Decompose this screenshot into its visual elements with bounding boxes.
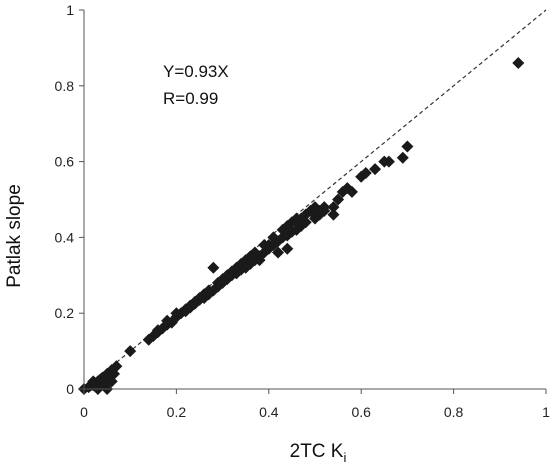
x-axis-label: 2TC Ki	[290, 441, 347, 465]
data-point	[267, 231, 280, 244]
y-axis-label: Patlak slope	[4, 184, 25, 288]
y-tick-label: 0.8	[55, 78, 75, 94]
data-point	[170, 307, 183, 320]
data-point	[124, 345, 137, 358]
data-point	[382, 155, 395, 168]
data-points-group	[78, 57, 525, 395]
data-point	[359, 166, 372, 179]
data-point	[512, 57, 525, 70]
x-axis-label-subscript: i	[343, 450, 346, 465]
x-tick-label: 0.6	[351, 404, 371, 420]
data-point	[253, 254, 266, 267]
data-point	[151, 324, 164, 337]
data-point	[281, 242, 294, 255]
annotation-equation: Y=0.93X	[163, 62, 229, 81]
data-point	[318, 201, 331, 214]
y-tick-label: 0.4	[55, 229, 75, 245]
data-point	[396, 151, 409, 164]
data-point	[184, 299, 197, 312]
x-ticks-group: 0 0.2 0.4 0.6 0.8 1	[80, 389, 550, 420]
data-point	[235, 257, 248, 270]
y-tick-label: 1	[66, 2, 74, 18]
data-point	[110, 360, 123, 373]
y-tick-label: 0	[66, 381, 74, 397]
data-point	[290, 216, 303, 229]
data-point	[272, 246, 285, 259]
data-point	[248, 246, 261, 259]
x-tick-label: 0.4	[259, 404, 279, 420]
x-tick-label: 0.8	[444, 404, 464, 420]
x-tick-label: 1	[542, 404, 550, 420]
data-point	[216, 273, 229, 286]
x-tick-label: 0	[80, 404, 88, 420]
data-point	[161, 314, 174, 327]
x-axis-label-main: 2TC K	[290, 441, 344, 462]
data-point	[207, 261, 220, 274]
y-ticks-group: 0 0.2 0.4 0.6 0.8 1	[55, 2, 84, 397]
y-tick-label: 0.2	[55, 305, 75, 321]
x-tick-label: 0.2	[167, 404, 187, 420]
data-point	[345, 185, 358, 198]
data-point	[202, 284, 215, 297]
data-point	[258, 238, 271, 251]
data-point	[105, 375, 118, 388]
data-point	[327, 201, 340, 214]
data-point	[401, 140, 414, 153]
data-point	[369, 163, 382, 176]
data-point	[332, 193, 345, 206]
data-point	[327, 208, 340, 221]
y-tick-label: 0.6	[55, 154, 75, 170]
data-point	[309, 201, 321, 214]
annotation-correlation: R=0.99	[163, 89, 218, 108]
